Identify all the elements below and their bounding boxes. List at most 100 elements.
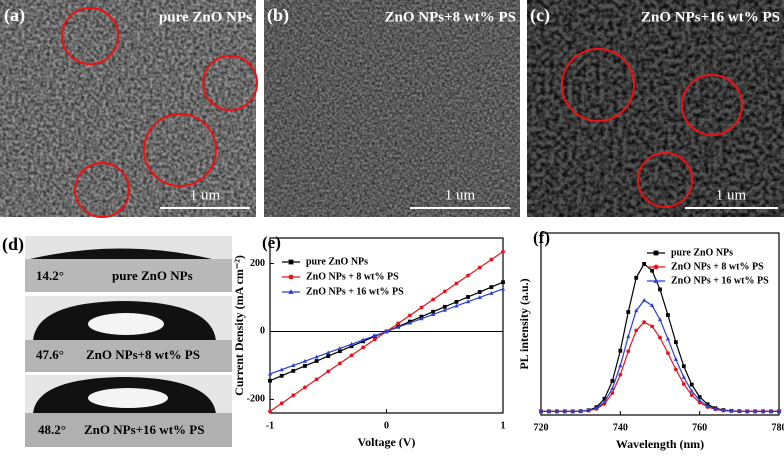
- marker: [454, 281, 459, 286]
- highlight-circle: [202, 55, 258, 111]
- marker: [634, 328, 639, 333]
- marker: [407, 313, 412, 318]
- y-tick-label: 0: [260, 326, 265, 337]
- marker: [642, 262, 647, 266]
- marker: [546, 409, 552, 413]
- sample-name: ZnO NPs+8 wt% PS: [86, 347, 200, 362]
- marker: [666, 313, 670, 317]
- contact-angle-value: 48.2°: [38, 422, 66, 437]
- sem-panel-a: (a) pure ZnO NPs 1 um: [0, 0, 258, 218]
- x-tick-label: 760: [692, 422, 707, 433]
- marker: [326, 354, 331, 358]
- legend-marker: [288, 274, 294, 280]
- series-line: [541, 299, 779, 412]
- highlight-circle: [143, 113, 217, 187]
- marker: [650, 324, 654, 329]
- legend-label: ZnO NPs + 8 wt% PS: [306, 271, 399, 282]
- marker: [291, 368, 296, 373]
- marker: [349, 341, 354, 346]
- marker: [737, 408, 742, 413]
- marker: [618, 372, 623, 377]
- marker: [761, 409, 766, 413]
- panel-caption: ZnO NPs+8 wt% PS: [385, 9, 516, 25]
- x-tick-label: 780: [772, 422, 784, 433]
- marker: [578, 408, 583, 413]
- droplet-highlight: [88, 388, 168, 408]
- marker: [338, 361, 342, 366]
- marker: [442, 289, 447, 294]
- series-line: [541, 321, 779, 412]
- marker: [477, 290, 482, 294]
- marker: [268, 409, 272, 414]
- sem-panel-b: (b) ZnO NPs+8 wt% PS 1 um: [264, 0, 520, 217]
- marker: [666, 351, 670, 356]
- panel-label: (d): [2, 234, 24, 255]
- legend-label: pure ZnO NPs: [671, 247, 733, 258]
- marker: [689, 393, 694, 398]
- marker: [697, 395, 702, 399]
- marker: [326, 369, 331, 374]
- substrate: [25, 413, 232, 447]
- marker: [489, 290, 494, 295]
- marker: [570, 409, 575, 413]
- marker: [618, 363, 623, 368]
- marker: [681, 375, 686, 379]
- marker: [442, 304, 447, 309]
- marker: [650, 268, 654, 273]
- x-tick-label: 1: [501, 420, 506, 431]
- marker: [489, 285, 494, 290]
- marker: [642, 320, 647, 325]
- marker: [642, 298, 647, 302]
- x-tick-label: 720: [534, 422, 549, 433]
- legend-marker: [288, 289, 294, 294]
- marker: [442, 307, 447, 312]
- sample-name: ZnO NPs+16 wt% PS: [84, 422, 204, 437]
- marker: [634, 275, 639, 280]
- droplet: [30, 248, 212, 259]
- x-tick-label: -1: [266, 420, 274, 431]
- scale-label: 1 um: [445, 187, 476, 203]
- marker: [361, 345, 366, 350]
- sem-panel-c: (c) ZnO NPs+16 wt% PS 1 um: [527, 0, 784, 217]
- x-tick-label: 740: [613, 422, 628, 433]
- highlight-circle: [61, 7, 119, 65]
- marker: [745, 409, 750, 413]
- y-tick-label: 200: [250, 258, 265, 269]
- marker: [776, 409, 782, 413]
- marker: [279, 373, 284, 378]
- marker: [602, 399, 607, 404]
- marker: [554, 409, 559, 413]
- legend-marker: [288, 259, 294, 265]
- marker: [626, 310, 631, 314]
- marker: [454, 303, 459, 308]
- legend-label: pure ZnO NPs: [306, 256, 368, 267]
- panel-label: (b): [267, 5, 289, 26]
- panel-label: (e): [262, 233, 281, 252]
- marker: [303, 364, 307, 368]
- marker: [431, 309, 435, 314]
- marker: [618, 348, 623, 353]
- marker: [658, 335, 662, 340]
- panel-caption: ZnO NPs+16 wt% PS: [641, 9, 780, 25]
- marker: [396, 321, 401, 326]
- marker: [657, 317, 663, 322]
- marker: [372, 333, 377, 338]
- contact-angle-value: 14.2°: [36, 268, 64, 283]
- marker: [610, 391, 615, 395]
- marker: [466, 273, 470, 278]
- marker: [586, 408, 591, 412]
- y-axis-label: PL intensity (a.u.): [517, 278, 531, 369]
- y-tick-label: -200: [247, 394, 265, 405]
- marker: [713, 406, 718, 411]
- contact-angle-panel: (d) 14.2° pure ZnO NPs 47.6° ZnO NPs+8 w…: [2, 234, 232, 447]
- marker: [465, 299, 471, 304]
- marker: [658, 287, 662, 292]
- marker: [610, 379, 615, 383]
- droplet-highlight: [88, 313, 164, 335]
- marker: [602, 396, 607, 401]
- marker: [419, 305, 424, 310]
- marker: [454, 299, 459, 304]
- marker: [689, 382, 694, 387]
